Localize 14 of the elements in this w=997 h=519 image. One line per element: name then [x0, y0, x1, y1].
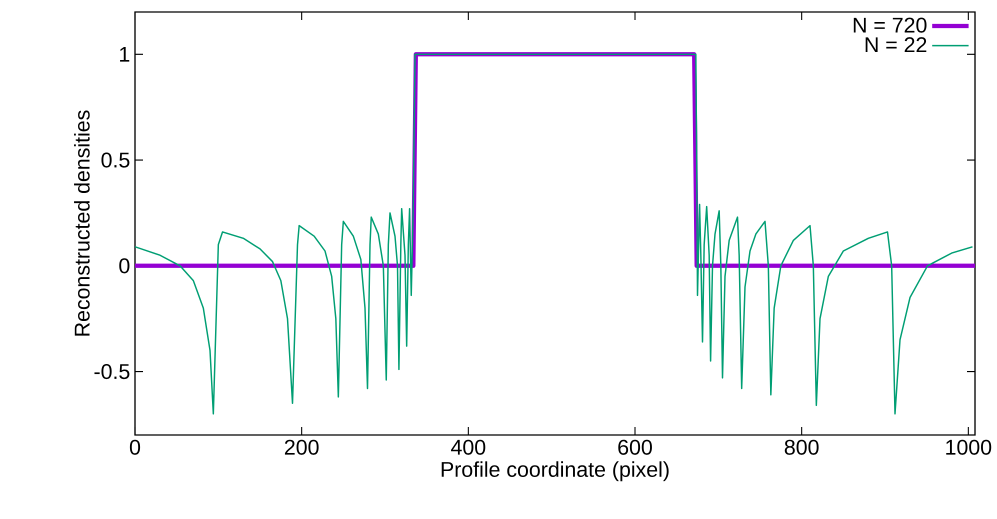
- x-tick-label: 600: [618, 440, 652, 455]
- x-tick-label: 200: [284, 440, 319, 455]
- x-axis-title: Profile coordinate (pixel): [442, 461, 669, 482]
- x-tick-label: 1000: [946, 440, 992, 455]
- x-tick-label: 400: [451, 440, 486, 455]
- y-tick-label: -0.5: [94, 364, 130, 380]
- x-tick-label: 800: [784, 440, 819, 455]
- y-tick-label: 0: [119, 258, 130, 274]
- legend-label: N = 720: [854, 18, 927, 33]
- x-tick-label: 0: [130, 440, 140, 455]
- y-axis-title: Reconstructed densities: [74, 110, 90, 336]
- y-tick-label: 0.5: [101, 152, 130, 168]
- legend-label: N = 22: [866, 37, 926, 52]
- y-tick-label: 1: [120, 46, 130, 62]
